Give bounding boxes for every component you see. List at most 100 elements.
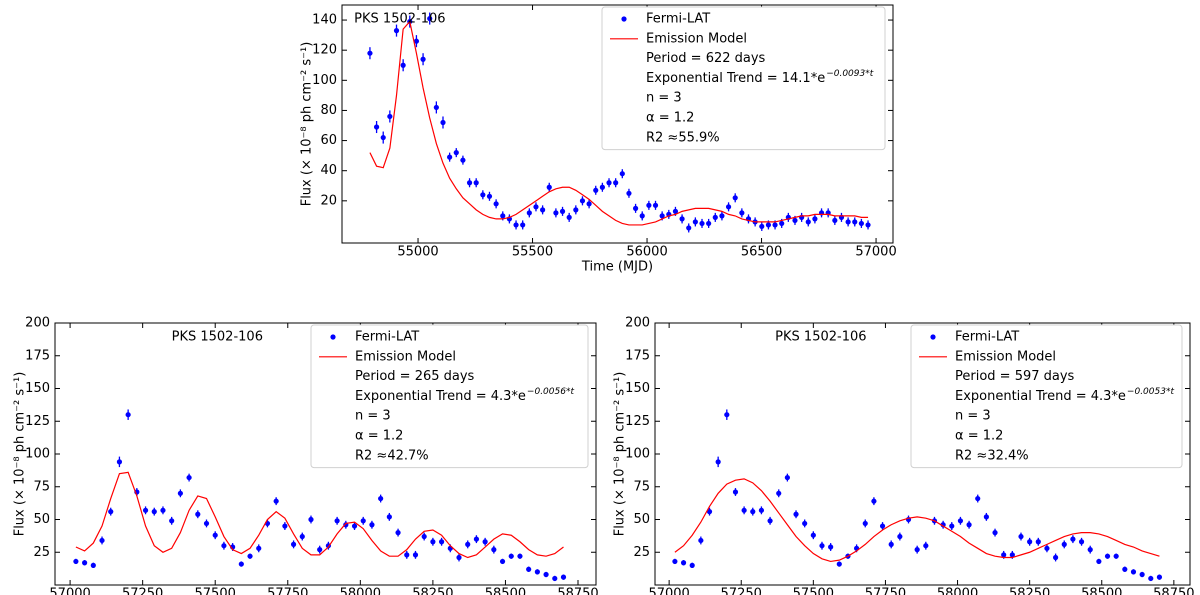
data-point xyxy=(1053,554,1059,561)
data-point xyxy=(914,547,920,553)
data-point xyxy=(438,539,445,545)
data-point xyxy=(1070,536,1076,542)
data-point xyxy=(520,222,526,228)
x-tick-label: 58250 xyxy=(1009,587,1050,595)
data-point xyxy=(897,533,903,540)
y-tick-label: 80 xyxy=(320,103,337,118)
data-point xyxy=(741,507,747,513)
data-point xyxy=(765,222,772,228)
legend-annotation: R2 ≈55.9% xyxy=(646,130,720,145)
data-point xyxy=(712,214,718,220)
data-point xyxy=(719,213,725,219)
data-point xyxy=(659,213,665,219)
data-point xyxy=(767,518,773,524)
data-point xyxy=(552,575,558,582)
legend-annotation: Period = 622 days xyxy=(646,51,766,66)
data-point xyxy=(879,523,886,529)
data-point xyxy=(1018,533,1024,540)
data-point xyxy=(142,507,149,513)
y-tick-label: 100 xyxy=(25,447,50,462)
data-point xyxy=(473,536,480,542)
legend-marker xyxy=(330,334,336,340)
legend-annotation: n = 3 xyxy=(955,409,991,424)
legend-label: Emission Model xyxy=(955,349,1056,364)
legend-label: Emission Model xyxy=(355,349,456,364)
x-tick-label: 58000 xyxy=(340,587,381,595)
data-point xyxy=(533,204,539,210)
model-line xyxy=(369,20,869,226)
data-point xyxy=(792,217,798,224)
trend-exponent: −0.0093*t xyxy=(826,69,874,79)
y-tick-label: 75 xyxy=(33,479,50,494)
data-point xyxy=(706,509,713,515)
legend-label: Fermi-LAT xyxy=(355,330,419,345)
legend: Fermi-LAT Emission Model Period = 597 days… xyxy=(910,324,1183,469)
chart-panel: 55000 55500 56000 56500 57000 20 40 60 80 100 120 1… xyxy=(300,4,897,275)
y-tick-label: 60 xyxy=(320,133,337,148)
data-point xyxy=(400,62,406,68)
data-point xyxy=(369,522,375,528)
y-tick-label: 175 xyxy=(625,348,650,363)
data-point xyxy=(513,222,519,228)
data-point xyxy=(632,205,639,211)
x-tick-label: 56000 xyxy=(626,245,667,260)
data-point xyxy=(832,217,838,224)
data-point xyxy=(1122,566,1128,572)
data-point xyxy=(672,558,678,565)
data-point xyxy=(810,532,816,538)
data-point xyxy=(599,184,605,190)
data-point xyxy=(177,490,183,496)
data-point xyxy=(282,523,288,529)
data-point xyxy=(404,552,410,558)
data-point xyxy=(759,223,765,230)
y-tick-label: 120 xyxy=(312,43,337,58)
data-point xyxy=(440,119,446,126)
legend-annotation: Exponential Trend = 4.3*e xyxy=(355,389,526,404)
data-point xyxy=(793,511,799,517)
data-point xyxy=(865,222,871,228)
data-point xyxy=(949,523,955,529)
y-axis-label: Flux (× 10⁻⁸ ph cm⁻² s⁻¹) xyxy=(300,42,315,207)
data-point xyxy=(430,539,436,545)
data-point xyxy=(82,560,88,566)
y-tick-label: 150 xyxy=(625,381,650,396)
data-point xyxy=(108,509,114,515)
data-point xyxy=(99,537,105,544)
x-tick-label: 57750 xyxy=(865,587,906,595)
x-tick-label: 58000 xyxy=(937,587,978,595)
data-point xyxy=(1009,552,1015,558)
data-point xyxy=(732,195,738,201)
x-tick-label: 58500 xyxy=(485,587,526,595)
y-tick-label: 125 xyxy=(625,414,650,429)
data-point xyxy=(772,222,778,228)
data-point xyxy=(540,207,546,213)
data-point xyxy=(975,495,981,502)
legend-annotation: n = 3 xyxy=(355,409,391,424)
data-point xyxy=(560,574,567,580)
legend-annotation: Exponential Trend = 4.3*e xyxy=(955,389,1126,404)
y-tick-label: 100 xyxy=(625,447,650,462)
y-tick-label: 20 xyxy=(320,193,337,208)
data-point xyxy=(221,543,227,549)
data-point xyxy=(805,219,811,225)
x-tick-label: 57250 xyxy=(721,587,762,595)
data-point xyxy=(750,509,756,515)
data-point xyxy=(871,498,877,504)
chart-panel: 57000 57250 57500 57750 58000 58250 58500 58750… xyxy=(613,316,1195,595)
legend-annotation: Period = 265 days xyxy=(355,369,475,384)
y-tick-label: 40 xyxy=(320,163,337,178)
data-point xyxy=(1044,545,1050,551)
data-point xyxy=(845,219,851,225)
data-point xyxy=(1096,558,1102,565)
data-point xyxy=(466,180,473,186)
data-point xyxy=(819,543,825,549)
data-point xyxy=(1061,541,1067,547)
legend-annotation: n = 3 xyxy=(646,91,682,106)
data-point xyxy=(779,220,785,227)
y-tick-label: 50 xyxy=(33,512,50,527)
x-tick-label: 56500 xyxy=(741,245,782,260)
data-point xyxy=(186,474,192,481)
y-tick-label: 75 xyxy=(633,479,650,494)
data-point xyxy=(732,489,739,495)
